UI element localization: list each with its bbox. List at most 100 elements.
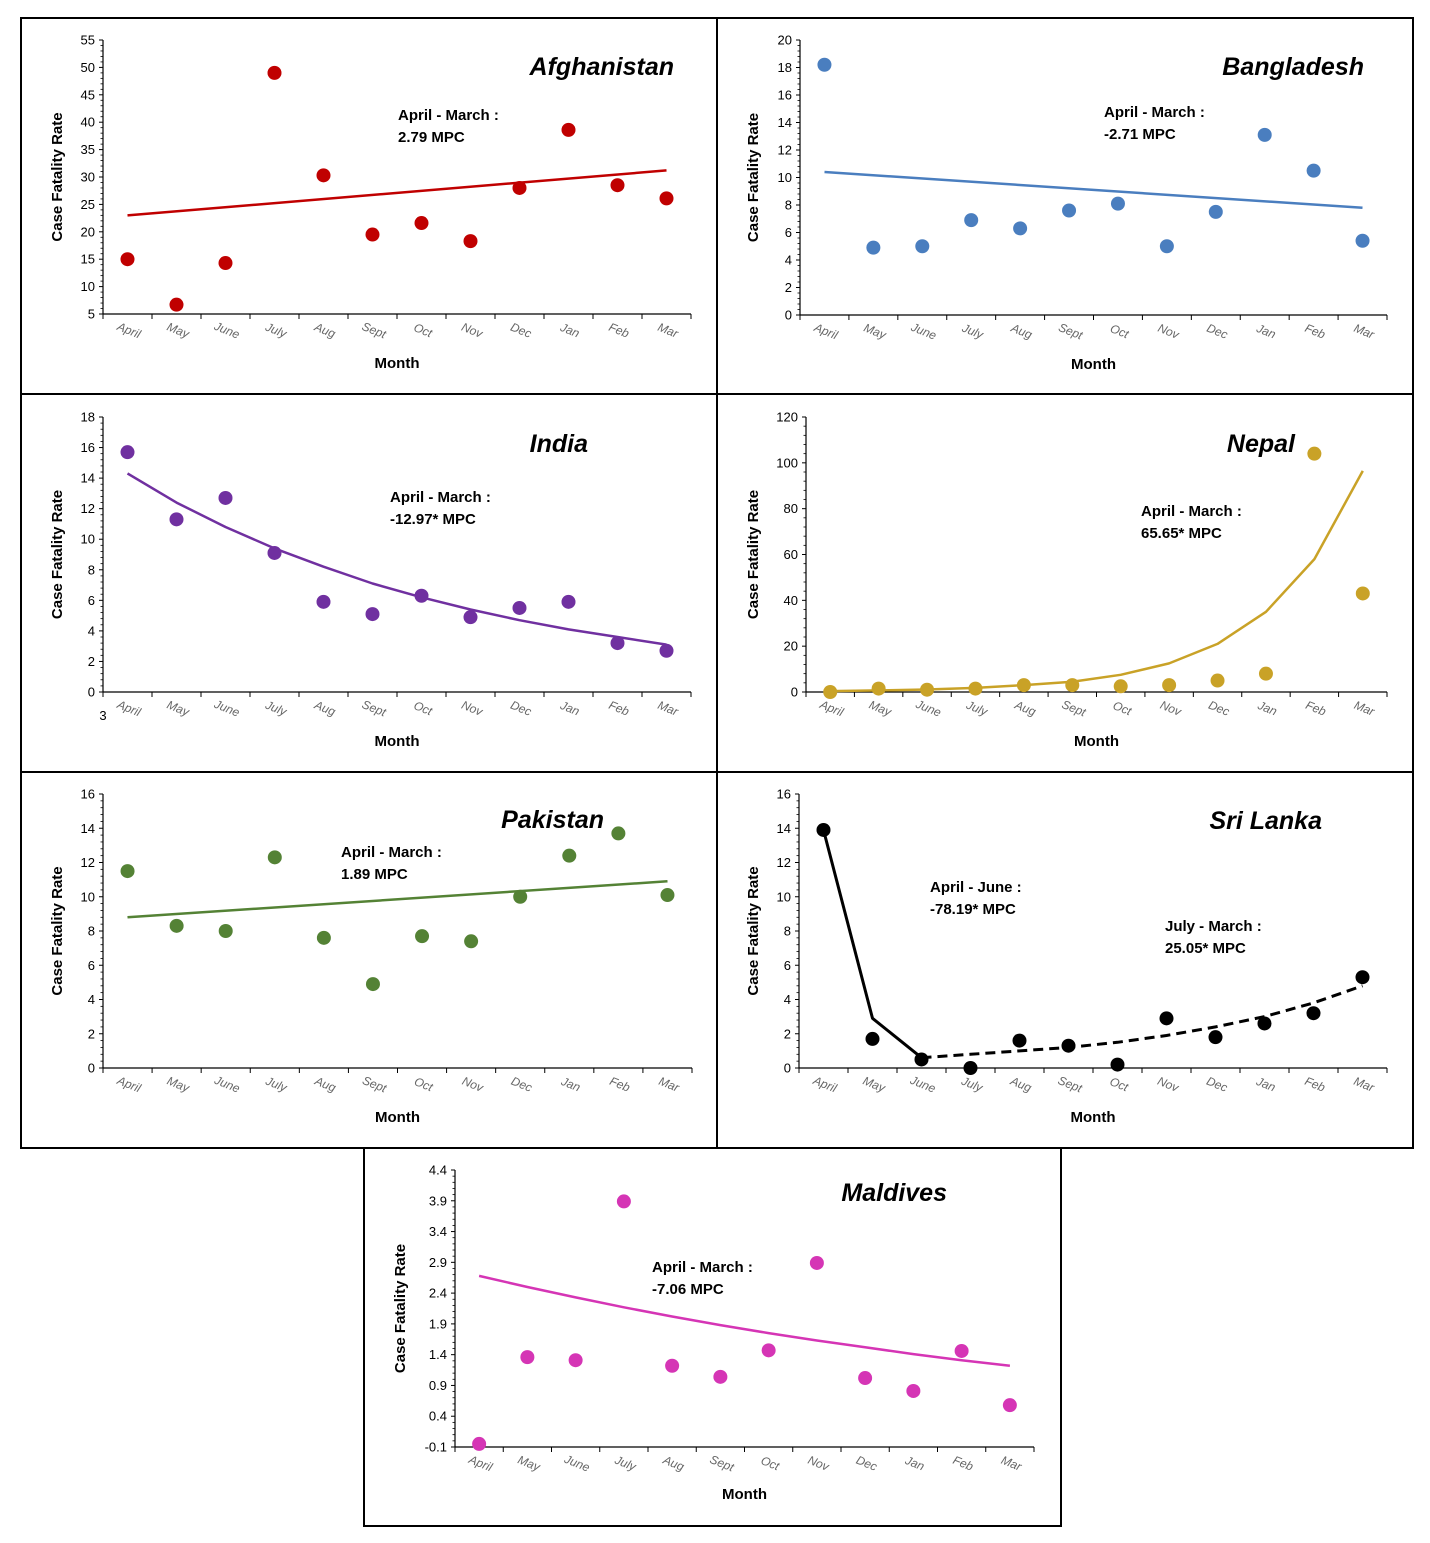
- y-tick-label: 12: [81, 501, 95, 516]
- y-axis-title: Case Fatality Rate: [49, 866, 66, 995]
- chart-title: Maldives: [841, 1179, 947, 1207]
- y-tick-label: 10: [81, 279, 95, 294]
- data-point: [267, 850, 282, 865]
- data-point: [414, 216, 429, 231]
- x-tick-label: Dec: [508, 698, 533, 719]
- data-point: [761, 1343, 776, 1358]
- y-tick-label: 0: [784, 1061, 791, 1076]
- chart-india: 0 2 4 6 8 10 12 14 16 18 April May June July Aug Sept Oc…: [49, 410, 692, 750]
- x-tick-label: Jan: [557, 320, 581, 341]
- data-point: [1210, 673, 1225, 688]
- data-point: [1113, 679, 1128, 694]
- data-point: [611, 826, 626, 841]
- y-tick-label: 2: [784, 1026, 791, 1041]
- data-point: [1110, 1057, 1125, 1072]
- x-tick-label: Mar: [656, 320, 681, 341]
- x-tick-label: Aug: [660, 1452, 686, 1473]
- mpc-annotation: -78.19* MPC: [930, 901, 1016, 918]
- data-point: [816, 822, 831, 837]
- data-point: [1002, 1398, 1017, 1413]
- y-tick-label: 2.9: [429, 1255, 447, 1270]
- chart-title: Sri Lanka: [1209, 807, 1322, 835]
- y-tick-label: 80: [784, 501, 798, 516]
- y-tick-label: 0: [88, 685, 95, 700]
- x-tick-label: Dec: [1205, 321, 1230, 342]
- y-tick-label: 8: [88, 562, 95, 577]
- x-tick-label: Oct: [412, 320, 435, 340]
- data-point: [659, 643, 674, 658]
- y-tick-label: 4: [784, 992, 791, 1007]
- y-tick-label: 45: [81, 87, 95, 102]
- data-point: [1306, 1006, 1321, 1021]
- chart-title: Pakistan: [501, 806, 604, 834]
- x-tick-label: Sept: [360, 319, 389, 341]
- x-tick-label: Sept: [360, 697, 389, 719]
- data-point: [866, 240, 881, 255]
- mpc-annotation: 2.79 MPC: [398, 129, 465, 146]
- y-tick-label: 15: [81, 252, 95, 267]
- x-tick-label: Aug: [1008, 1073, 1034, 1094]
- data-point: [512, 180, 527, 195]
- y-tick-label: 2: [88, 1026, 95, 1041]
- x-tick-label: April: [114, 1073, 143, 1095]
- y-tick-label: 6: [88, 593, 95, 608]
- trend-line: [824, 170, 1363, 210]
- data-point: [1208, 1030, 1223, 1045]
- y-tick-label: 25: [81, 197, 95, 212]
- y-tick-label: 40: [81, 115, 95, 130]
- panel-bangladesh: 0 2 4 6 8 10 12 14 16 18 20 April May June July Aug Sept…: [716, 17, 1414, 395]
- x-tick-label: Mar: [1352, 1074, 1377, 1095]
- data-point: [1355, 970, 1370, 985]
- chart-title: Bangladesh: [1222, 53, 1364, 81]
- y-tick-label: 12: [81, 855, 95, 870]
- x-tick-label: June: [211, 319, 242, 342]
- x-tick-label: May: [861, 1074, 888, 1096]
- data-point: [1061, 1038, 1076, 1053]
- x-tick-label: Mar: [656, 698, 681, 719]
- y-tick-label: 4: [88, 992, 95, 1007]
- x-tick-label: July: [959, 1073, 986, 1095]
- data-point: [1065, 678, 1080, 693]
- y-tick-label: 120: [776, 410, 798, 425]
- x-tick-label: May: [165, 1074, 192, 1096]
- data-point: [120, 252, 135, 267]
- y-axis-title: Case Fatality Rate: [49, 490, 66, 619]
- mpc-annotation: 1.89 MPC: [341, 866, 408, 883]
- y-tick-label: -0.1: [425, 1440, 447, 1455]
- data-point: [871, 681, 886, 696]
- x-tick-label: May: [516, 1453, 543, 1475]
- data-point: [1355, 233, 1370, 248]
- x-tick-label: April: [817, 697, 846, 719]
- x-tick-label: Aug: [312, 1073, 338, 1094]
- x-tick-label: Feb: [607, 320, 632, 341]
- y-tick-label: 6: [784, 958, 791, 973]
- data-point: [218, 924, 233, 938]
- data-point: [915, 239, 930, 254]
- x-tick-label: July: [959, 320, 986, 342]
- data-point: [610, 636, 625, 651]
- x-tick-label: Feb: [1304, 698, 1329, 719]
- x-tick-label: June: [212, 1073, 243, 1096]
- mpc-annotation: -7.06 MPC: [652, 1281, 724, 1298]
- x-tick-label: Feb: [951, 1453, 976, 1474]
- y-tick-label: 20: [784, 639, 798, 654]
- y-tick-label: 14: [81, 471, 95, 486]
- y-tick-label: 0.9: [429, 1378, 447, 1393]
- x-tick-label: Mar: [999, 1453, 1024, 1474]
- y-tick-label: 5: [88, 307, 95, 322]
- y-tick-label: 3.4: [429, 1224, 447, 1239]
- x-tick-label: Oct: [759, 1453, 782, 1473]
- y-tick-label: 4: [785, 253, 792, 268]
- x-tick-label: May: [867, 698, 894, 720]
- data-point: [414, 588, 429, 603]
- data-point: [365, 607, 380, 622]
- chart-srilanka: 0 2 4 6 8 10 12 14 16 April May June July Aug Sept Oct N…: [745, 787, 1388, 1126]
- data-point: [1258, 666, 1273, 681]
- y-tick-label: 50: [81, 60, 95, 75]
- x-axis-title: Month: [375, 733, 420, 750]
- chart-title: Nepal: [1227, 430, 1296, 458]
- data-point: [1159, 1011, 1174, 1026]
- y-tick-label: 8: [784, 924, 791, 939]
- x-tick-label: Sept: [708, 1452, 737, 1474]
- data-point: [218, 256, 233, 271]
